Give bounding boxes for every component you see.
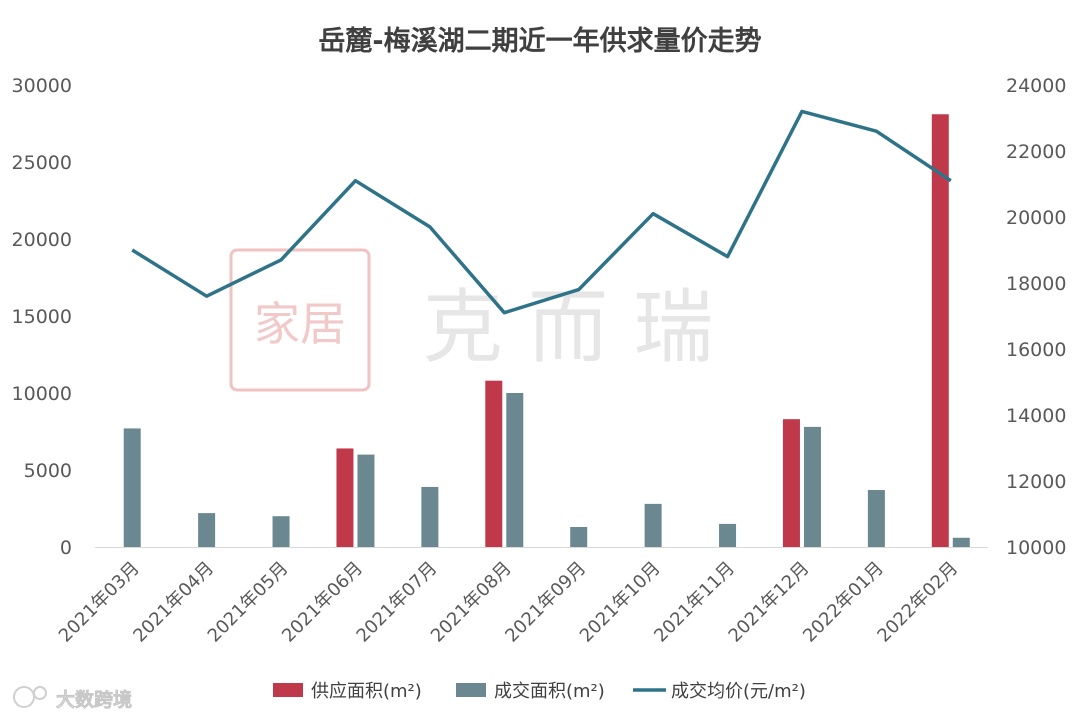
legend: 供应面积(m²) 成交面积(m²) 成交均价(元/m²) (273, 681, 806, 702)
y-left-tick-label: 30000 (12, 75, 72, 97)
bar-deal (198, 513, 216, 547)
bar-supply (485, 380, 503, 547)
x-axis-ticks: 2021年03月2021年04月2021年05月2021年06月2021年07月… (55, 558, 962, 647)
x-tick-label: 2022年02月 (873, 558, 962, 647)
legend-label: 成交均价(元/m²) (671, 681, 806, 702)
y-right-tick-label: 12000 (1006, 471, 1066, 493)
bar-deal (952, 537, 970, 547)
bar-deal (719, 523, 737, 547)
bar-supply (782, 419, 800, 547)
bar-supply (931, 114, 949, 547)
bar-deal (867, 490, 885, 547)
bar-deal (421, 486, 439, 547)
legend-swatch (273, 683, 303, 697)
brand-logo-icon-dot (33, 686, 47, 700)
y-right-tick-label: 18000 (1006, 273, 1066, 295)
y-right-tick-label: 14000 (1006, 405, 1066, 427)
watermark-seal-text: 家居 (254, 297, 346, 351)
y-right-tick-label: 16000 (1006, 339, 1066, 361)
y-left-tick-label: 25000 (12, 152, 72, 174)
watermark-text: 克 而 瑞 (423, 281, 714, 374)
y-axis-left: 0 5000 10000 15000 20000 25000 30000 (12, 75, 72, 559)
line-price (131, 109, 952, 315)
y-left-tick-label: 5000 (24, 460, 72, 482)
y-right-tick-label: 20000 (1006, 207, 1066, 229)
bars (123, 114, 970, 547)
watermark: 家居 克 而 瑞 (229, 248, 714, 392)
y-left-tick-label: 0 (60, 537, 72, 559)
y-axis-right: 10000 12000 14000 16000 18000 20000 22000 24000 (1006, 75, 1066, 559)
chart-title: 岳麓-梅溪湖二期近一年供求量价走势 (318, 25, 761, 57)
y-left-tick-label: 15000 (12, 306, 72, 328)
y-right-tick-label: 22000 (1006, 141, 1066, 163)
bar-deal (123, 428, 141, 547)
y-left-tick-label: 20000 (12, 229, 72, 251)
bar-deal (506, 393, 524, 547)
bar-deal (644, 503, 662, 547)
legend-label: 供应面积(m²) (311, 681, 422, 702)
y-right-tick-label: 10000 (1006, 537, 1066, 559)
bar-deal (272, 516, 290, 547)
bar-supply (336, 448, 354, 547)
price-line (131, 109, 952, 315)
brand-text: 大数跨境 (56, 688, 132, 711)
brand-logo-icon (13, 686, 35, 708)
y-right-tick-label: 24000 (1006, 75, 1066, 97)
watermark-seal-frame (229, 248, 371, 392)
brand-logo: 大数跨境 (13, 686, 132, 711)
bar-deal (803, 426, 821, 547)
legend-swatch (456, 683, 486, 697)
y-left-tick-label: 10000 (12, 383, 72, 405)
bar-deal (570, 526, 588, 547)
legend-label: 成交面积(m²) (494, 681, 605, 702)
bar-deal (357, 454, 375, 547)
